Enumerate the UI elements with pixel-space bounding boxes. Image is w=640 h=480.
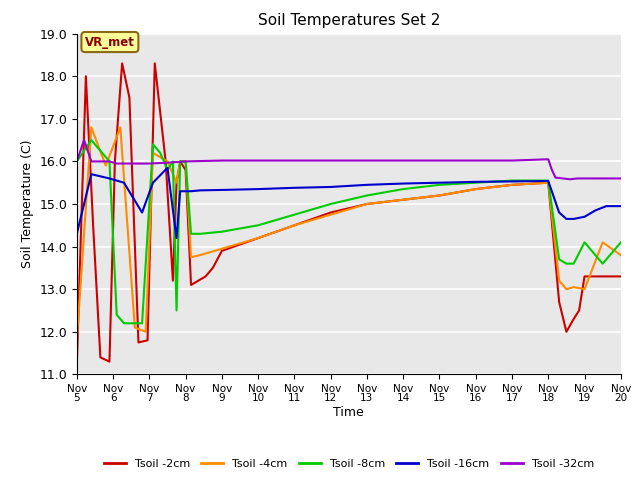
Text: VR_met: VR_met (85, 36, 135, 48)
X-axis label: Time: Time (333, 406, 364, 419)
Y-axis label: Soil Temperature (C): Soil Temperature (C) (20, 140, 34, 268)
Title: Soil Temperatures Set 2: Soil Temperatures Set 2 (258, 13, 440, 28)
Legend: Tsoil -2cm, Tsoil -4cm, Tsoil -8cm, Tsoil -16cm, Tsoil -32cm: Tsoil -2cm, Tsoil -4cm, Tsoil -8cm, Tsoi… (99, 455, 598, 474)
